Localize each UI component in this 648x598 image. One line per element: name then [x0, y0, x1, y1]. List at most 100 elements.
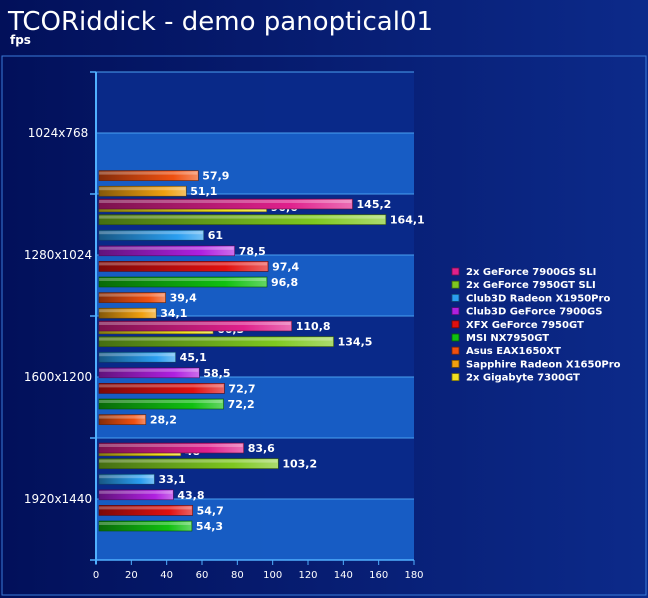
- bar: [98, 414, 147, 425]
- x-tick-label: 60: [196, 570, 209, 581]
- legend-label: 2x GeForce 7900GS SLI: [466, 267, 596, 278]
- bar-highlight: [99, 400, 223, 403]
- bar: [98, 245, 235, 257]
- category-label: 1024x768: [28, 126, 89, 140]
- legend-swatch: [451, 280, 460, 289]
- category-label: 1920x1440: [24, 492, 92, 506]
- x-tick-label: 180: [404, 570, 423, 581]
- bar: [98, 198, 353, 210]
- data-label: 57,9: [202, 170, 229, 183]
- data-label: 45,1: [180, 351, 207, 364]
- bar: [98, 505, 193, 516]
- legend-swatch: [451, 267, 460, 276]
- legend-swatch: [451, 320, 460, 329]
- legend-swatch: [451, 359, 460, 368]
- data-label: 54,3: [196, 520, 223, 533]
- bar-highlight: [99, 506, 192, 510]
- bar-highlight: [99, 368, 199, 372]
- bar: [98, 185, 187, 197]
- bar: [98, 229, 205, 241]
- legend-swatch: [451, 346, 460, 355]
- data-label: 34,1: [160, 307, 187, 320]
- bar: [98, 307, 157, 319]
- bar-highlight: [99, 309, 156, 313]
- data-label: 58,5: [203, 367, 230, 380]
- bar: [98, 261, 269, 272]
- bar: [98, 214, 387, 225]
- legend-swatch: [451, 307, 460, 316]
- bar-highlight: [99, 384, 224, 388]
- data-label: 96,8: [271, 276, 298, 289]
- bar-highlight: [99, 171, 198, 175]
- data-label: 164,1: [390, 214, 425, 227]
- legend-label: Sapphire Radeon X1650Pro: [466, 359, 621, 370]
- data-label: 103,2: [282, 458, 317, 471]
- legend-swatch: [451, 373, 460, 382]
- x-tick-label: 120: [298, 570, 317, 581]
- legend-label: Club3D Radeon X1950Pro: [466, 293, 610, 304]
- bar-highlight: [99, 522, 191, 525]
- plot-band: [96, 72, 414, 133]
- x-tick-label: 100: [263, 570, 282, 581]
- bar: [98, 383, 225, 394]
- bar: [98, 489, 174, 501]
- legend: 2x GeForce 7900GS SLI 2x GeForce 7950GT S…: [451, 267, 621, 384]
- x-tick-label: 80: [231, 570, 244, 581]
- data-label: 78,5: [239, 245, 266, 258]
- x-tick-label: 40: [160, 570, 173, 581]
- bar: [98, 458, 279, 469]
- data-label: 97,4: [272, 260, 299, 273]
- bar-highlight: [99, 200, 352, 203]
- bar-highlight: [99, 475, 154, 479]
- chart-subtitle: fps: [10, 33, 31, 47]
- bar: [98, 398, 224, 410]
- x-tick-label: 20: [125, 570, 138, 581]
- bar: [98, 442, 244, 454]
- legend-label: XFX GeForce 7950GT: [466, 320, 584, 331]
- bar-highlight: [99, 262, 268, 266]
- plot-band: [96, 133, 414, 194]
- legend-label: Asus EAX1650XT: [466, 346, 561, 357]
- bar-highlight: [99, 353, 175, 357]
- bar-highlight: [99, 246, 234, 250]
- bar: [98, 170, 199, 181]
- bar-highlight: [99, 215, 385, 219]
- data-label: 72,2: [228, 398, 255, 411]
- bar: [98, 367, 200, 379]
- plot-frame: [1, 55, 647, 596]
- category-label: 1600x1200: [24, 370, 92, 384]
- data-label: 83,6: [248, 442, 275, 455]
- data-label: 33,1: [158, 473, 185, 486]
- x-tick-label: 160: [369, 570, 388, 581]
- category-label: 1280x1024: [24, 248, 92, 262]
- x-tick-label: 140: [334, 570, 353, 581]
- bar: [98, 520, 193, 532]
- bar-highlight: [99, 337, 333, 341]
- bar: [98, 473, 155, 485]
- data-label: 110,8: [296, 320, 331, 333]
- data-label: 54,7: [197, 504, 224, 517]
- bar: [98, 336, 334, 347]
- legend-label: Club3D GeForce 7900GS: [466, 307, 602, 318]
- bar-highlight: [99, 490, 173, 494]
- data-label: 145,2: [357, 198, 392, 211]
- bar-highlight: [99, 322, 291, 325]
- bar-highlight: [99, 459, 278, 463]
- data-label: 43,8: [177, 489, 204, 502]
- legend-label: MSI NX7950GT: [466, 333, 549, 344]
- legend-swatch: [451, 293, 460, 302]
- bar-highlight: [99, 187, 186, 191]
- bar: [98, 276, 268, 288]
- data-label: 39,4: [170, 292, 197, 305]
- bar-highlight: [99, 444, 243, 447]
- bar-highlight: [99, 231, 203, 235]
- bar: [98, 320, 293, 332]
- data-label: 72,7: [228, 382, 255, 395]
- bar-highlight: [99, 293, 165, 297]
- data-label: 51,1: [190, 185, 217, 198]
- bar: [98, 351, 176, 363]
- bar-highlight: [99, 278, 267, 281]
- data-label: 28,2: [150, 414, 177, 427]
- data-label: 61: [208, 229, 223, 242]
- bar-highlight: [99, 415, 145, 419]
